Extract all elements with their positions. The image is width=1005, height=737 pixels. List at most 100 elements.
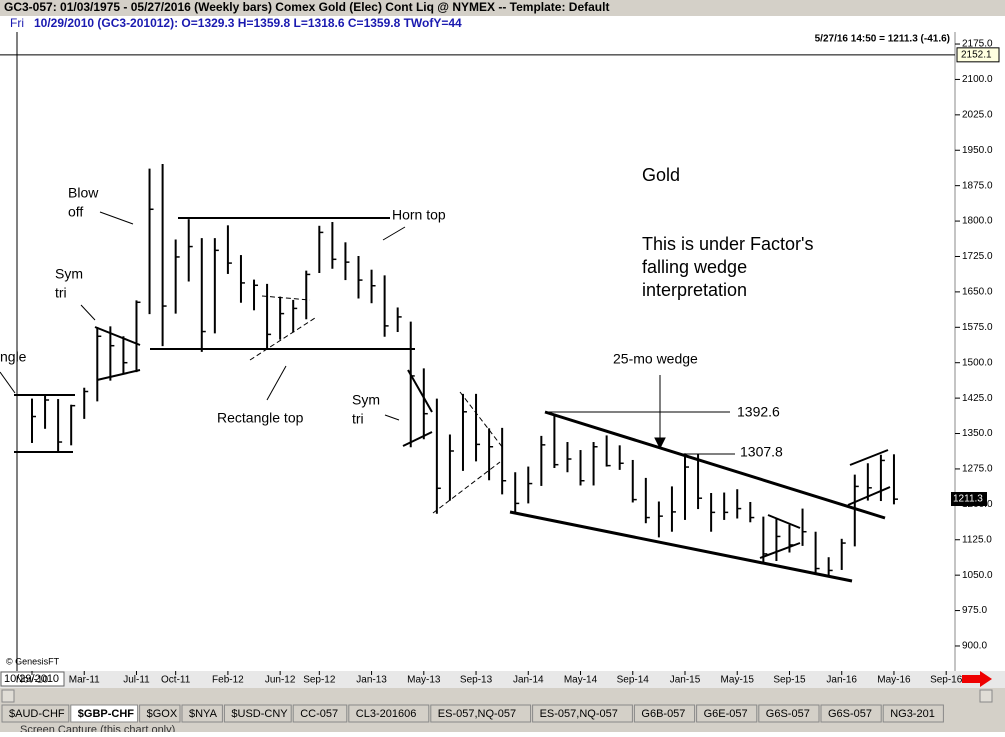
tab[interactable] [223, 704, 292, 723]
y-tick-label: 2100.0 [962, 74, 993, 85]
wedge-bottom [509, 510, 853, 583]
trendline [402, 431, 433, 447]
tab[interactable] [70, 704, 139, 723]
arrow [0, 371, 16, 394]
tab-label[interactable]: ES-057,NQ-057 [540, 708, 618, 720]
last-price-box [951, 492, 987, 507]
window-title: GC3-057: 01/03/1975 - 05/27/2016 (Weekly… [4, 0, 609, 14]
annotation: interpretation [642, 280, 747, 300]
tab-label[interactable]: G6S-057 [828, 708, 872, 720]
tab[interactable] [430, 704, 532, 723]
x-tick-label: Sep-12 [303, 675, 336, 686]
x-tick-label: May-13 [407, 675, 441, 686]
trendline [96, 369, 141, 381]
info-bar [0, 16, 1005, 32]
y-tick-label: 900.0 [962, 641, 987, 652]
annotation: Blow [68, 185, 99, 201]
scroll-right[interactable] [979, 689, 993, 703]
arrow [80, 304, 96, 321]
last-price: 1211.3 [953, 494, 983, 505]
tab[interactable] [820, 704, 882, 723]
y-tick-label: 975.0 [962, 605, 987, 616]
tab-label[interactable]: $USD-CNY [231, 708, 288, 720]
annotation: Rectangle top [217, 410, 304, 426]
trendline [432, 461, 501, 514]
x-tick-label: Jan-16 [826, 675, 857, 686]
x-tick-label: Jan-15 [670, 675, 701, 686]
copyright: © GenesisFT [6, 656, 60, 666]
annotation: 1307.8 [740, 444, 783, 460]
tab-label[interactable]: $NYA [189, 708, 218, 720]
status-text: Screen Capture (this chart only) [20, 724, 175, 732]
tab-label[interactable]: G6B-057 [641, 708, 685, 720]
cursor-date: 10/29/2010 [4, 673, 59, 685]
next-arrow[interactable] [962, 671, 992, 687]
y-tick-label: 1650.0 [962, 287, 993, 298]
tab-label[interactable]: $AUD-CHF [9, 708, 65, 720]
last-update: 5/27/16 14:50 = 1211.3 (-41.6) [815, 34, 950, 45]
cursor-price: 2152.1 [961, 49, 992, 60]
arrow [266, 365, 287, 401]
annotation: 1392.6 [737, 404, 780, 420]
tab-label[interactable]: CC-057 [300, 708, 338, 720]
tab-label[interactable]: ES-057,NQ-057 [438, 708, 516, 720]
y-tick-label: 1950.0 [962, 145, 993, 156]
tab-label[interactable]: G6S-057 [766, 708, 810, 720]
tab[interactable] [181, 704, 223, 723]
trendlines [0, 211, 891, 583]
x-tick-label: Sep-13 [460, 675, 493, 686]
trendline [767, 514, 801, 529]
tab[interactable] [882, 704, 944, 723]
price-axis [955, 32, 1005, 671]
annotation: off [68, 204, 83, 220]
arrow-head [654, 437, 666, 450]
arrow [99, 211, 134, 225]
trendline [261, 295, 311, 301]
scroll-left[interactable] [1, 689, 15, 703]
title-bar [0, 0, 1005, 16]
trendline [459, 391, 504, 449]
y-tick-label: 1350.0 [962, 428, 993, 439]
annotation: ngle [0, 349, 27, 365]
x-tick-label: Jun-12 [265, 675, 296, 686]
cursor-price-box [956, 47, 1000, 63]
annotation: falling wedge [642, 257, 747, 277]
y-tick-label: 1725.0 [962, 251, 993, 262]
annotation: tri [352, 411, 364, 427]
scrollbar[interactable] [0, 688, 1005, 704]
tab[interactable] [758, 704, 820, 723]
x-tick-label: Jan-14 [513, 675, 544, 686]
x-tick-label: Sep-16 [930, 675, 963, 686]
x-tick-label: Jul-11 [123, 675, 150, 686]
annotation: Sym [352, 392, 380, 408]
time-axis [0, 671, 1005, 688]
y-tick-label: 2025.0 [962, 109, 993, 120]
annotation: tri [55, 285, 67, 301]
tab-label[interactable]: G6E-057 [704, 708, 748, 720]
tab[interactable] [532, 704, 633, 723]
tab[interactable] [292, 704, 348, 723]
tab-label[interactable]: CL3-201606 [356, 708, 417, 720]
tab[interactable] [1, 704, 70, 723]
tab-label[interactable]: $GOX [147, 708, 178, 720]
y-tick-label: 1425.0 [962, 393, 993, 404]
x-tick-label: Feb-12 [212, 675, 244, 686]
tab-label[interactable]: $GBP-CHF [78, 708, 135, 720]
tab[interactable] [633, 704, 696, 723]
plot-area [0, 32, 955, 671]
trendline [407, 369, 433, 413]
tab[interactable] [139, 704, 181, 723]
annotation: Horn top [392, 207, 446, 223]
y-tick-label: 1575.0 [962, 322, 993, 333]
x-tick-label: May-16 [877, 675, 911, 686]
arrow [384, 414, 400, 421]
annotation: Gold [642, 165, 680, 185]
tab[interactable] [696, 704, 758, 723]
x-tick-label: Sep-15 [773, 675, 806, 686]
tab-label[interactable]: NG3-201 [890, 708, 935, 720]
tab[interactable] [348, 704, 430, 723]
x-tick-label: May-14 [564, 675, 598, 686]
trendline [249, 317, 316, 361]
